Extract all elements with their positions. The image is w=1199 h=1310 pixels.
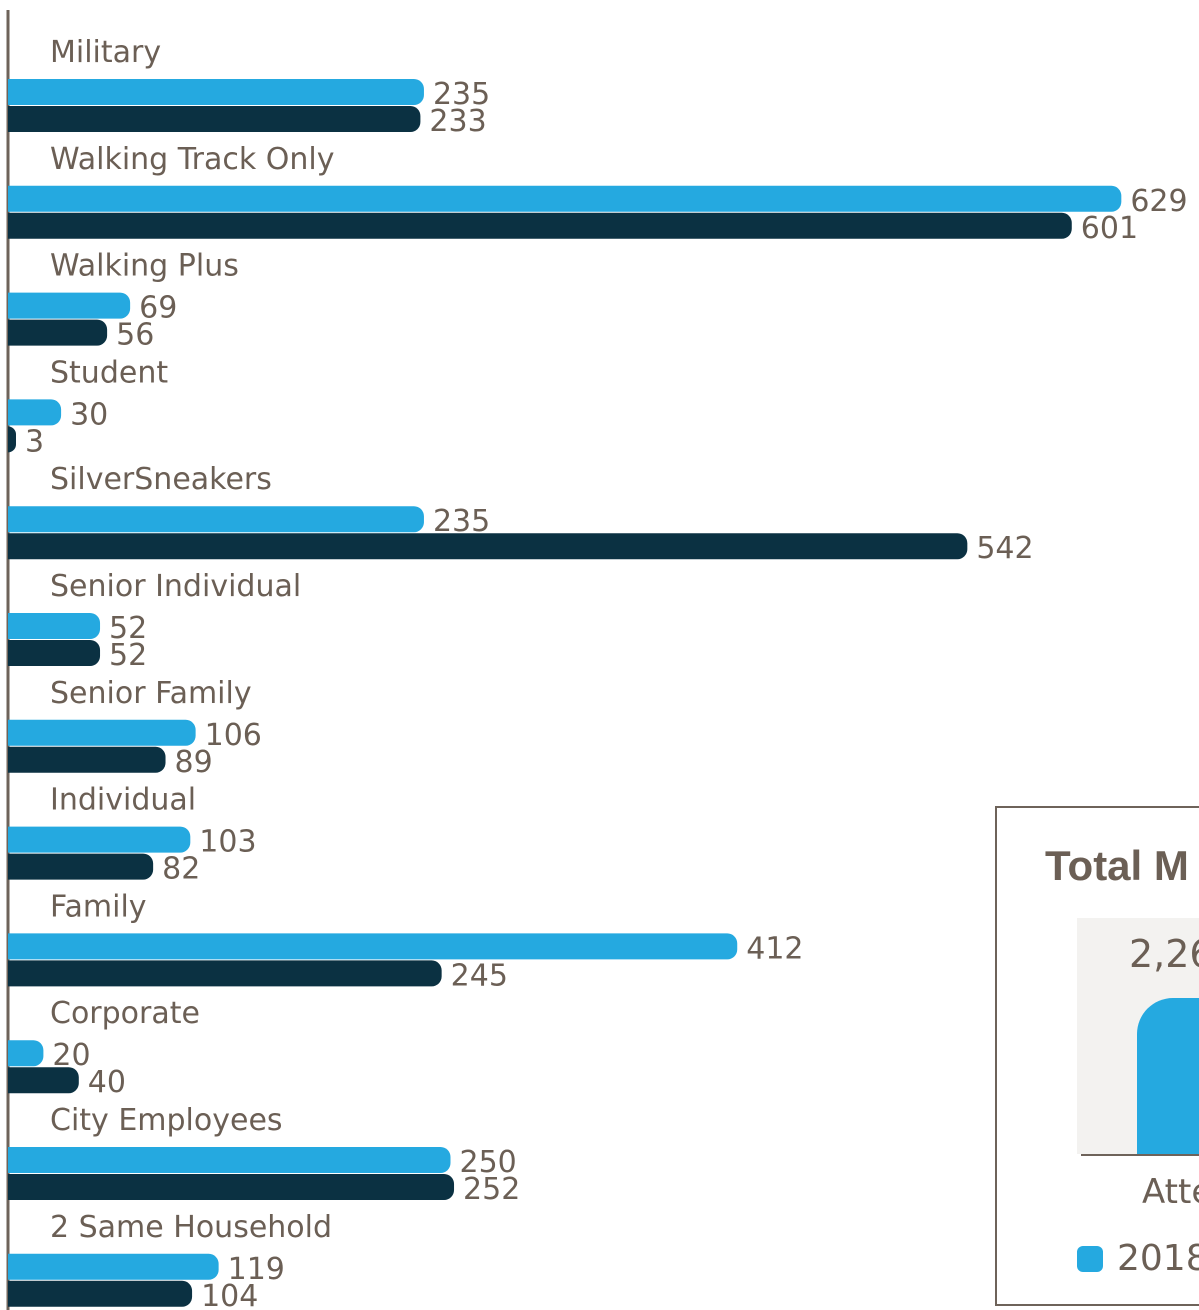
bar-walking-track-only-series-2 [8,212,1072,239]
category-label-silversneakers: SilverSneakers [50,462,272,497]
total-memberships-panel: Total M 2,26 Atte 2018 [995,806,1199,1306]
category-label-family: Family [50,889,147,924]
data-label-walking-track-only-series-2: 601 [1081,211,1138,246]
bar-city-employees-series-2 [8,1174,455,1200]
bar-corporate-series-2 [8,1067,79,1094]
bar-walking-plus-series-2 [8,319,108,346]
bar-walking-plus-series-1 [8,292,131,319]
bar-silversneakers-series-1 [8,506,424,533]
bar-silversneakers-series-2 [8,533,968,560]
data-label-military-series-2: 233 [429,104,486,139]
bar-military-series-2 [8,106,421,132]
category-label-walking-plus: Walking Plus [50,249,239,284]
bar-military-series-1 [8,79,424,105]
bar-senior-individual-series-2 [8,640,101,666]
bar-family-series-1 [8,933,738,960]
data-label-2-same-household-series-1: 119 [228,1252,285,1287]
inset-data-label: 2,26 [1129,932,1199,976]
bar-individual-series-1 [8,826,191,853]
data-label-corporate-series-2: 40 [88,1065,126,1100]
bar-family-series-2 [8,960,442,987]
data-label-senior-individual-series-2: 52 [109,638,147,673]
category-label-2-same-household: 2 Same Household [50,1210,332,1245]
category-label-military: Military [50,35,161,70]
inset-category-label: Atte [1142,1172,1199,1212]
inset-title: Total M [1045,842,1189,889]
data-label-silversneakers-series-2: 542 [976,531,1033,566]
category-label-individual: Individual [50,783,196,818]
data-label-walking-plus-series-2: 56 [116,318,154,353]
bar-walking-track-only-series-1 [8,185,1122,212]
data-label-city-employees-series-2: 252 [463,1172,520,1207]
bar-student-series-1 [8,399,62,426]
data-label-2-same-household-series-2: 104 [201,1279,258,1310]
data-label-student-series-2: 3 [25,424,44,459]
data-label-family-series-2: 245 [451,958,508,993]
data-label-individual-series-1: 103 [199,825,256,860]
category-label-walking-track-only: Walking Track Only [50,142,335,177]
inset-bar [1137,998,1199,1154]
category-label-corporate: Corporate [50,996,200,1031]
bar-senior-family-series-1 [8,719,196,746]
bar-student-series-2 [8,426,16,453]
bar-city-employees-series-1 [8,1147,451,1173]
category-label-student: Student [50,355,168,390]
data-label-walking-track-only-series-1: 629 [1130,184,1187,219]
bar-senior-individual-series-1 [8,613,101,639]
bar-corporate-series-1 [8,1040,44,1067]
category-label-city-employees: City Employees [50,1103,283,1138]
data-label-senior-family-series-2: 89 [175,745,213,780]
bar-2-same-household-series-2 [8,1280,193,1307]
legend-swatch-2018 [1077,1245,1103,1272]
data-label-walking-plus-series-1: 69 [139,291,177,326]
inset-legend: 2018 [1077,1238,1199,1279]
bar-senior-family-series-2 [8,746,166,773]
data-label-senior-individual-series-1: 52 [109,611,147,646]
legend-label-2018: 2018 [1117,1238,1199,1279]
data-label-student-series-1: 30 [70,397,108,432]
category-label-senior-individual: Senior Individual [50,569,301,604]
inset-plot-area: 2,26 [1077,918,1199,1154]
bar-2-same-household-series-1 [8,1253,219,1280]
data-label-military-series-1: 235 [433,77,490,112]
inset-x-axis [1081,1154,1199,1156]
category-label-senior-family: Senior Family [50,676,252,711]
data-label-city-employees-series-1: 250 [460,1145,517,1180]
data-label-senior-family-series-1: 106 [205,718,262,753]
data-label-individual-series-2: 82 [162,852,200,887]
bar-individual-series-2 [8,853,154,880]
data-label-family-series-1: 412 [746,931,803,966]
